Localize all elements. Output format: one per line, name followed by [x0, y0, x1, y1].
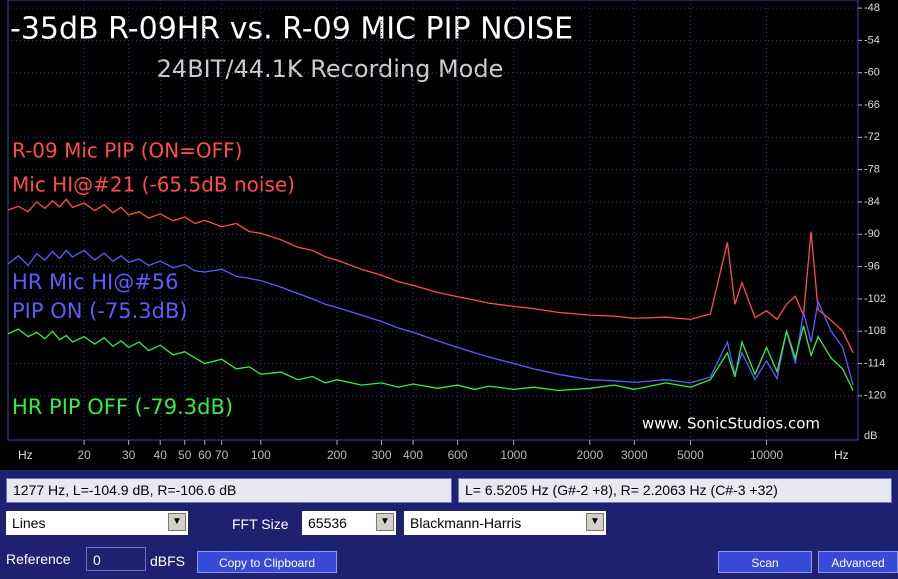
x-tick-label: 20: [77, 448, 91, 462]
y-tick-label: -54: [864, 34, 880, 46]
x-tick-label: 300: [371, 448, 391, 462]
scan-button[interactable]: Scan: [718, 551, 812, 573]
x-tick-label: 60: [198, 448, 212, 462]
x-tick-label: 100: [251, 448, 271, 462]
y-tick-label: -90: [864, 228, 880, 240]
annotation: HR PIP OFF (-79.3dB): [12, 395, 233, 419]
copy-button[interactable]: Copy to Clipboard: [197, 551, 337, 573]
fft-dropdown[interactable]: 65536 ▼: [302, 511, 396, 535]
spectrum-line: [7, 198, 854, 354]
y-tick-label: -48: [864, 2, 880, 14]
fft-label: FFT Size: [232, 516, 289, 532]
y-tick-label: -114: [864, 357, 885, 369]
x-tick-label: 30: [122, 448, 136, 462]
plot-frame: [7, 0, 859, 441]
y-tick-label: -84: [864, 196, 880, 208]
chart-bg: [0, 0, 898, 470]
x-unit: Hz: [18, 448, 33, 462]
reference-input[interactable]: 0: [86, 547, 146, 571]
y-tick-label: -78: [864, 164, 880, 176]
y-unit: dB: [864, 430, 877, 442]
spectrum-chart: -35dB R-09HR vs. R-09 MIC PIP NOISE 24BI…: [0, 0, 898, 470]
x-tick-label: 5000: [677, 448, 704, 462]
annotation: PIP ON (-75.3dB): [12, 299, 188, 323]
mode-value: Lines: [12, 515, 46, 531]
y-tick-label: -96: [864, 260, 880, 272]
chart-title: -35dB R-09HR vs. R-09 MIC PIP NOISE: [10, 12, 573, 47]
window-value: Blackmann-Harris: [410, 515, 522, 531]
reference-unit: dBFS: [150, 553, 186, 569]
annotation: HR Mic HI@#56: [12, 270, 179, 294]
x-tick-label: 2000: [576, 448, 603, 462]
x-tick-label: 50: [178, 448, 192, 462]
dropdown-arrow: ▼: [586, 513, 604, 531]
x-tick-label: 400: [403, 448, 423, 462]
annotation: R-09 Mic PIP (ON=OFF): [12, 139, 242, 163]
x-tick-label: 200: [327, 448, 347, 462]
y-tick-label: -60: [864, 67, 880, 79]
y-tick-label: -108: [864, 325, 886, 337]
annotation: Mic HI@#21 (-65.5dB noise): [12, 173, 295, 197]
x-tick-label: 1000: [500, 448, 527, 462]
mode-dropdown[interactable]: Lines ▼: [6, 511, 188, 535]
x-tick-label: 600: [448, 448, 468, 462]
reference-label: Reference: [6, 551, 71, 567]
x-tick-label: 40: [154, 448, 168, 462]
fft-value: 65536: [308, 515, 347, 531]
y-tick-label: -72: [864, 131, 880, 143]
chart-subtitle: 24BIT/44.1K Recording Mode: [157, 55, 504, 83]
status-right: L= 6.5205 Hz (G#-2 +8), R= 2.2063 Hz (C#…: [458, 478, 892, 503]
spectrum-line: [7, 325, 854, 392]
status-left: 1277 Hz, L=-104.9 dB, R=-106.6 dB: [6, 478, 452, 503]
x-unit: Hz: [834, 448, 849, 462]
y-tick-label: -102: [864, 293, 886, 305]
y-tick-label: -66: [864, 99, 880, 111]
dropdown-arrow: ▼: [376, 513, 394, 531]
y-tick-label: -120: [864, 390, 886, 402]
x-tick-label: 10000: [750, 448, 784, 462]
annotation: www. SonicStudios.com: [642, 415, 820, 433]
dropdown-arrow: ▼: [168, 513, 186, 531]
x-tick-label: 70: [215, 448, 229, 462]
advanced-button[interactable]: Advanced: [818, 551, 898, 573]
spectrum-line: [7, 249, 854, 386]
x-tick-label: 3000: [621, 448, 648, 462]
window-dropdown[interactable]: Blackmann-Harris ▼: [404, 511, 606, 535]
